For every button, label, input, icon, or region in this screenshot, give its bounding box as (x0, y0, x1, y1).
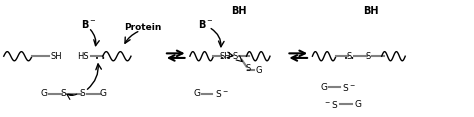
Text: SH: SH (51, 52, 63, 61)
Text: G: G (321, 83, 328, 92)
Text: G: G (40, 89, 47, 98)
Text: B$^-$: B$^-$ (81, 18, 97, 30)
Text: G: G (193, 89, 201, 98)
Text: HS: HS (77, 52, 89, 61)
Text: S: S (346, 52, 352, 61)
Text: S: S (61, 89, 66, 98)
Text: G: G (99, 89, 106, 98)
Text: S: S (365, 52, 371, 61)
Text: SH: SH (219, 52, 231, 61)
Text: BH: BH (232, 5, 247, 16)
Text: S$^-$: S$^-$ (342, 82, 356, 93)
Text: G: G (256, 66, 262, 75)
Text: S: S (80, 89, 85, 98)
Text: $^-$S: $^-$S (323, 99, 338, 110)
Text: S: S (246, 64, 251, 73)
Text: • •: • • (220, 56, 230, 62)
Text: • •: • • (344, 56, 354, 62)
Text: S$^-$: S$^-$ (215, 88, 228, 99)
Text: G: G (355, 100, 361, 109)
Text: BH: BH (364, 5, 379, 16)
Text: B$^-$: B$^-$ (199, 18, 214, 30)
Text: • •: • • (95, 56, 105, 62)
Text: S: S (233, 52, 238, 61)
Text: Protein: Protein (124, 23, 162, 32)
